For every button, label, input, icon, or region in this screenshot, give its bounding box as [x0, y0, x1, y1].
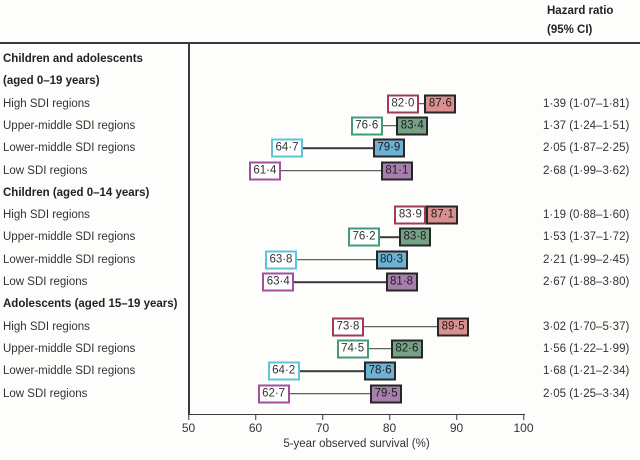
x-axis-tick [388, 414, 391, 420]
hazard-ratio-value: 2·21 (1·99–2·45) [543, 253, 630, 266]
end-value-box: 79·5 [370, 384, 403, 403]
row-label: High SDI regions [3, 209, 90, 222]
row-label: Lower-middle SDI regions [3, 365, 136, 378]
group-title: Children (aged 0–14 years) [3, 186, 150, 199]
end-value-box: 87·1 [426, 205, 459, 225]
hazard-ratio-value: 2·67 (1·88–3·80) [543, 276, 630, 288]
connector-line [363, 325, 438, 328]
hazard-ratio-value: 1·68 (1·21–2·34) [543, 365, 630, 378]
end-value-box: 78·6 [364, 361, 397, 381]
connector-line [296, 258, 376, 261]
hazard-ratio-value: 2·05 (1·87–2·25) [543, 142, 630, 155]
x-axis-line [188, 413, 525, 416]
connector-line [280, 169, 381, 172]
end-value-box: 81·8 [385, 272, 418, 292]
connector-line [302, 147, 373, 149]
x-axis-tick [522, 414, 525, 420]
connector-line [382, 125, 397, 127]
start-value-box: 74·5 [336, 339, 369, 359]
end-value-box: 89·5 [437, 317, 470, 337]
x-axis-tick [254, 414, 257, 420]
end-value-box: 82·6 [390, 339, 423, 359]
row-label: High SDI regions [3, 97, 90, 110]
row-label: Low SDI regions [3, 164, 88, 177]
x-axis-tick-label: 90 [449, 421, 464, 435]
end-value-box: 80·3 [375, 250, 408, 270]
connector-line [418, 102, 425, 105]
x-axis-tick [455, 414, 458, 420]
x-axis-tick-label: 100 [513, 421, 534, 435]
hazard-ratio-value: 2·05 (1·25–3·34) [543, 387, 630, 400]
hazard-ratio-value: 1·19 (0·88–1·60) [543, 209, 630, 222]
group-title: Adolescents (aged 15–19 years) [3, 298, 178, 311]
connector-line [294, 281, 386, 283]
start-value-box: 63·8 [264, 250, 297, 270]
row-label: Low SDI regions [3, 276, 88, 288]
start-value-box: 63·4 [262, 272, 295, 292]
row-label: Upper-middle SDI regions [3, 342, 136, 355]
x-axis-tick [321, 414, 324, 420]
connector-line [380, 236, 399, 239]
x-axis-tick-label: 70 [315, 421, 330, 435]
end-value-box: 83·8 [398, 227, 431, 247]
end-value-box: 81·1 [380, 161, 413, 180]
hazard-ratio-value: 1·53 (1·37–1·72) [543, 231, 630, 244]
hazard-ratio-value: 1·37 (1·24–1·51) [543, 119, 630, 132]
hazard-ratio-header-line2: (95% CI) [547, 24, 593, 36]
connector-line [289, 392, 371, 395]
row-label: Lower-middle SDI regions [3, 142, 136, 155]
start-value-box: 82·0 [386, 94, 419, 114]
row-label: Lower-middle SDI regions [3, 253, 136, 266]
start-value-box: 64·7 [270, 138, 303, 158]
x-axis-tick-label: 50 [181, 421, 196, 435]
row-label: Low SDI regions [3, 387, 88, 400]
end-value-box: 87·6 [424, 94, 457, 114]
start-value-box: 62·7 [257, 384, 290, 403]
hazard-ratio-header-line1: Hazard ratio [547, 5, 614, 17]
header-divider-line [0, 42, 640, 44]
hazard-ratio-value: 3·02 (1·70–5·37) [543, 320, 630, 333]
row-label: Upper-middle SDI regions [3, 119, 136, 132]
x-axis-tick-label: 80 [382, 421, 397, 435]
hazard-ratio-value: 1·39 (1·07–1·81) [543, 97, 630, 110]
hazard-ratio-value: 1·56 (1·22–1·99) [543, 342, 630, 355]
x-axis-tick-label: 60 [248, 421, 263, 435]
group-title: Children and adolescents [3, 53, 143, 65]
start-value-box: 83·9 [394, 205, 427, 225]
connector-line [368, 348, 391, 350]
start-value-box: 64·2 [267, 361, 300, 381]
row-label: High SDI regions [3, 320, 90, 333]
x-axis-label: 5-year observed survival (%) [283, 438, 430, 450]
hazard-ratio-value: 2·68 (1·99–3·62) [543, 164, 630, 177]
group-title: (aged 0–19 years) [3, 75, 100, 88]
start-value-box: 61·4 [248, 161, 281, 180]
end-value-box: 79·9 [372, 138, 405, 158]
start-value-box: 76·2 [348, 227, 381, 247]
connector-line [299, 370, 365, 372]
end-value-box: 83·4 [396, 116, 429, 136]
start-value-box: 76·6 [350, 116, 383, 136]
hazard-ratio-column-header: Hazard ratio (95% CI) [547, 2, 613, 40]
x-axis-tick [187, 414, 190, 420]
plot-left-border-line [188, 42, 190, 414]
start-value-box: 73·8 [331, 317, 364, 337]
row-label: Upper-middle SDI regions [3, 231, 136, 244]
